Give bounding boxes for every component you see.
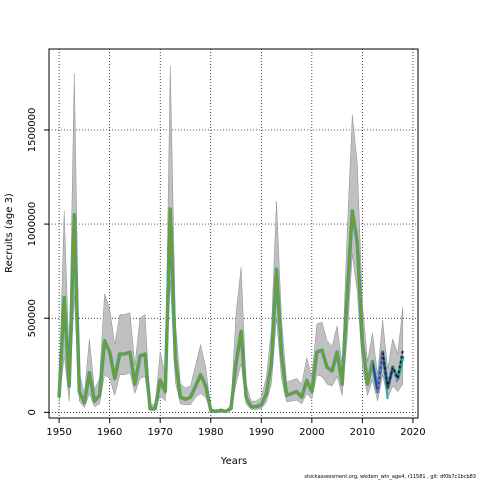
main-series-point-2018 <box>402 355 404 357</box>
main-series-point-1977 <box>194 385 197 387</box>
main-series-point-1989 <box>255 406 257 408</box>
main-series-point-2000 <box>311 391 313 393</box>
main-series-point-2002 <box>321 349 323 351</box>
main-series-point-1976 <box>189 396 192 398</box>
main-series-point-1950 <box>58 396 60 398</box>
main-series-point-2014 <box>382 351 384 353</box>
main-series-point-2010 <box>361 342 363 344</box>
x-tick-label-0: 1950 <box>46 427 71 438</box>
main-series-point-1959 <box>104 340 106 342</box>
main-series-point-1999 <box>306 379 308 381</box>
main-series-point-1987 <box>245 396 247 398</box>
main-series-point-2004 <box>331 370 333 372</box>
main-series-point-1958 <box>98 394 101 397</box>
main-series-point-2015 <box>387 387 389 389</box>
main-series-point-1994 <box>280 353 283 355</box>
main-series-point-1972 <box>169 208 171 210</box>
main-series-point-1980 <box>210 409 212 412</box>
main-series-point-1964 <box>129 351 131 353</box>
x-tick-label-4: 1990 <box>249 427 274 438</box>
main-series-point-1975 <box>184 398 187 400</box>
main-series-point-1997 <box>296 391 298 393</box>
main-series-point-2016 <box>392 366 394 368</box>
main-series-point-2013 <box>376 391 379 393</box>
main-series-point-2011 <box>366 383 369 385</box>
main-series-point-1978 <box>200 374 202 376</box>
main-series-point-1993 <box>275 268 278 270</box>
main-series-point-1967 <box>144 353 146 355</box>
main-series-point-2012 <box>371 360 374 363</box>
main-series-point-1986 <box>240 330 242 332</box>
main-series-point-2008 <box>351 210 353 212</box>
main-series-point-1957 <box>93 400 96 402</box>
main-series-point-1951 <box>63 296 65 299</box>
main-series-point-1981 <box>215 410 217 413</box>
main-series-point-1952 <box>68 385 70 387</box>
main-series-point-1982 <box>220 409 222 412</box>
main-series-point-2009 <box>356 242 358 244</box>
y-tick-label-3: 1500000 <box>27 108 38 153</box>
main-series-point-1995 <box>285 394 288 397</box>
main-series-point-1953 <box>73 214 75 216</box>
y-tick-label-0: 0 <box>27 409 38 415</box>
x-tick-label-5: 2000 <box>299 427 324 438</box>
y-tick-label-2: 1000000 <box>27 202 38 247</box>
x-axis-title: Years <box>220 456 247 467</box>
main-series-point-1983 <box>225 410 227 413</box>
main-series-point-2001 <box>316 351 318 353</box>
main-series-point-1960 <box>109 351 111 353</box>
main-series-point-1961 <box>114 377 116 380</box>
main-series-point-1962 <box>119 353 121 355</box>
main-series-point-1956 <box>88 372 91 374</box>
x-tick-label-2: 1970 <box>147 427 172 438</box>
x-tick-label-7: 2020 <box>400 427 425 438</box>
main-series-point-1988 <box>250 406 252 408</box>
main-series-point-1992 <box>270 362 273 365</box>
x-tick-label-3: 1980 <box>198 427 223 438</box>
x-tick-label-1: 1960 <box>97 427 122 438</box>
series-lines-layer <box>57 207 405 414</box>
main-series-point-2005 <box>336 351 338 353</box>
x-axis: 1950 1960 1970 1980 1990 2000 2010 2020 <box>46 418 426 438</box>
main-series-point-1974 <box>179 396 182 398</box>
main-series-point-1970 <box>159 379 161 381</box>
plot-frame <box>48 48 419 419</box>
main-series-point-2017 <box>397 377 399 380</box>
main-series-point-1969 <box>154 407 156 410</box>
main-series-point-1996 <box>291 392 293 395</box>
main-series-point-2007 <box>346 295 348 297</box>
x-tick-label-6: 2010 <box>350 427 375 438</box>
main-series-point-1973 <box>174 359 176 361</box>
main-series-point-1990 <box>260 404 262 406</box>
main-series-point-2006 <box>341 383 343 385</box>
main-series-point-1965 <box>134 383 136 385</box>
main-series-point-1955 <box>83 402 85 404</box>
footer-text: stockassessment.org, wkdem_win_age4, r11… <box>304 474 476 480</box>
main-series-point-1985 <box>235 362 237 365</box>
main-series-point-1979 <box>205 385 207 387</box>
main-series-point-1971 <box>164 391 166 393</box>
main-series-point-1966 <box>139 355 141 357</box>
main-series-point-2003 <box>326 366 328 368</box>
y-axis: 0 500000 1000000 1500000 <box>27 108 49 416</box>
y-tick-label-1: 500000 <box>27 299 38 337</box>
main-series-point-1991 <box>265 392 267 395</box>
main-series-point-1984 <box>230 407 232 410</box>
y-axis-title: Recruits (age 3) <box>4 193 15 273</box>
main-series-point-1998 <box>301 396 303 398</box>
main-series-point-1968 <box>149 407 151 410</box>
main-series-point-1963 <box>124 353 126 355</box>
main-series-point-1954 <box>78 391 80 393</box>
